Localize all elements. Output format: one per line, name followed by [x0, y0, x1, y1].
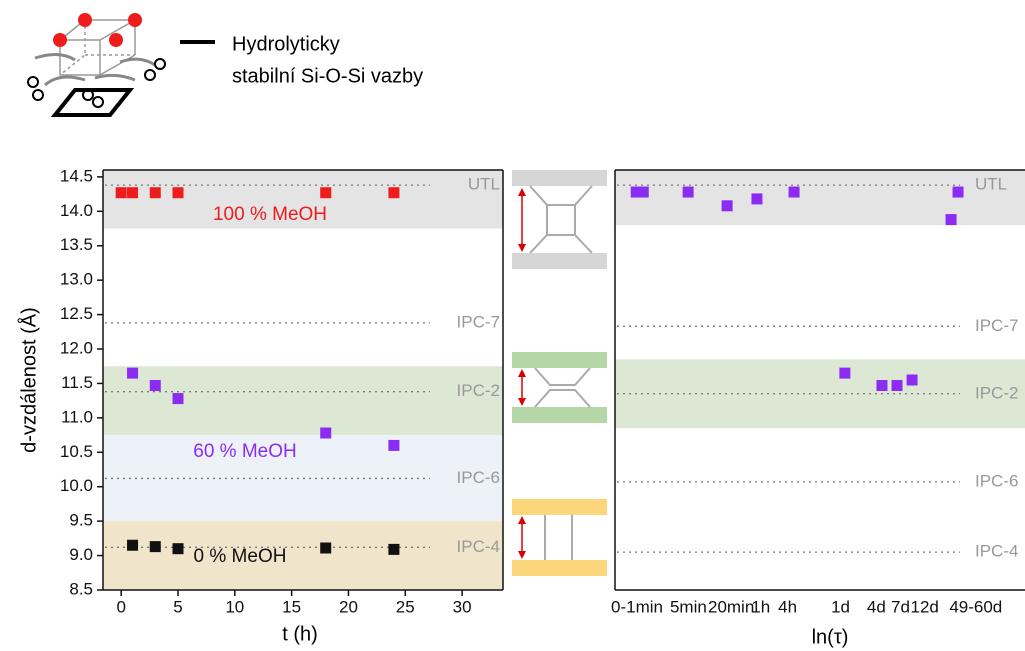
marker — [945, 214, 957, 226]
reference-label: IPC-7 — [975, 316, 1018, 335]
reference-label: IPC-2 — [975, 383, 1018, 402]
reference-label: UTL — [975, 175, 1007, 194]
key-icon — [27, 19, 166, 117]
marker — [630, 186, 642, 198]
key-atoms — [53, 13, 142, 47]
y-tick-label: 8.5 — [69, 579, 93, 598]
marker — [637, 186, 649, 198]
reference-label: IPC-7 — [457, 312, 500, 331]
x-tick-label: 20 — [339, 597, 358, 616]
y-tick-label: 10.5 — [60, 442, 93, 461]
marker — [388, 187, 400, 199]
y-axis-title: d-vzdálenost (Å) — [17, 307, 40, 453]
marker — [115, 187, 127, 199]
reference-label: IPC-2 — [457, 381, 500, 400]
x-tick-label: 5 — [173, 597, 182, 616]
marker — [721, 200, 733, 212]
reference-label: IPC-4 — [975, 542, 1018, 561]
marker — [149, 380, 161, 392]
y-tick-label: 9.5 — [69, 511, 93, 530]
marker — [906, 374, 918, 386]
reference-label: IPC-6 — [457, 468, 500, 487]
key-text: stabilní Si-O-Si vazby — [232, 65, 423, 87]
marker — [127, 187, 139, 199]
reference-label: UTL — [468, 175, 500, 194]
marker — [751, 193, 763, 205]
x-tick-label: 20min — [708, 597, 754, 616]
y-tick-label: 11.0 — [61, 407, 93, 426]
series-label: 60 % MeOH — [193, 441, 296, 462]
y-tick-label: 14.0 — [60, 201, 93, 220]
marker — [388, 439, 400, 451]
key-text: Hydrolyticky — [232, 33, 340, 55]
marker — [388, 543, 400, 555]
band — [615, 359, 1025, 429]
series-label: 100 % MeOH — [213, 204, 327, 225]
marker — [149, 541, 161, 553]
band — [103, 366, 503, 436]
marker — [320, 187, 332, 199]
x-tick-label: 0 — [116, 597, 125, 616]
y-tick-label: 11.5 — [61, 373, 93, 392]
marker — [891, 380, 903, 392]
structure-schematics — [512, 170, 607, 576]
marker — [682, 186, 694, 198]
marker — [172, 187, 184, 199]
x-tick-label: 15 — [282, 597, 301, 616]
marker — [127, 367, 139, 379]
x-tick-label: 7d — [891, 597, 910, 616]
band — [103, 170, 503, 229]
x-tick-label: 10 — [225, 597, 244, 616]
band — [103, 521, 503, 590]
x-tick-label: 4d — [867, 597, 886, 616]
marker — [839, 367, 851, 379]
y-tick-label: 12.0 — [60, 339, 93, 358]
marker — [149, 187, 161, 199]
x-tick-label: 1h — [751, 597, 770, 616]
x-tick-label: 12d — [911, 597, 939, 616]
x-tick-label: 5min — [670, 597, 707, 616]
x-tick-label: 0-1min — [611, 597, 663, 616]
marker — [172, 543, 184, 555]
x-tick-label: 49-60d — [949, 597, 1002, 616]
series-label: 0 % MeOH — [194, 546, 287, 567]
x-tick-label: 30 — [453, 597, 472, 616]
x-axis-title: ln(τ) — [812, 626, 849, 648]
marker — [788, 186, 800, 198]
y-tick-label: 13.5 — [60, 235, 93, 254]
marker — [320, 427, 332, 439]
marker — [127, 539, 139, 551]
y-tick-label: 12.5 — [60, 304, 93, 323]
x-tick-label: 25 — [396, 597, 415, 616]
y-tick-label: 14.5 — [60, 166, 93, 185]
reference-label: IPC-6 — [975, 471, 1018, 490]
y-tick-label: 10.0 — [60, 476, 93, 495]
marker — [876, 380, 888, 392]
x-tick-label: 1d — [831, 597, 850, 616]
y-tick-label: 9.0 — [69, 545, 93, 564]
marker — [952, 186, 964, 198]
reference-label: IPC-4 — [457, 537, 500, 556]
x-axis-title: t (h) — [282, 623, 318, 645]
band — [615, 170, 1025, 226]
y-tick-label: 13.0 — [60, 270, 93, 289]
marker — [172, 393, 184, 405]
x-tick-label: 4h — [778, 597, 797, 616]
marker — [320, 542, 332, 554]
